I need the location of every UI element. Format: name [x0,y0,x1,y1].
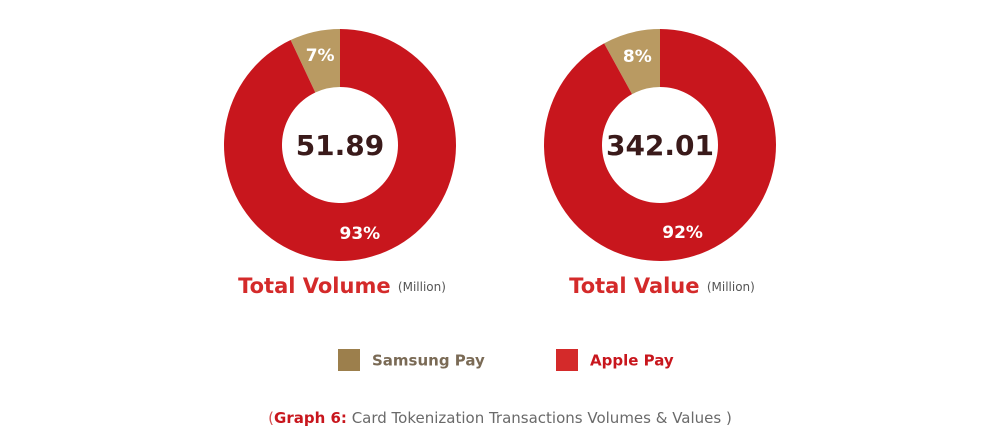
legend: Samsung Pay Apple Pay [338,349,674,371]
value-label: 7% [306,46,335,66]
chart-title: Total Volume (Million) [238,274,446,298]
donut-segment [604,29,660,95]
caption-label: Graph 6: [274,409,347,427]
center-value: 51.89 [296,129,385,162]
value-label: 92% [662,223,703,243]
legend-label: Apple Pay [590,352,674,370]
caption: (Graph 6: Card Tokenization Transactions… [268,409,732,427]
legend-swatch [338,349,360,371]
donut-segment [290,29,340,93]
chart-subtitle: (Million) [398,280,446,294]
donut-segment [223,29,456,262]
caption-text: Card Tokenization Transactions Volumes &… [352,409,732,427]
chart-title: Total Value (Million) [569,274,755,298]
center-value: 342.01 [606,129,714,162]
value-label: 93% [339,224,380,244]
chart-title-text: Total Value [569,274,699,298]
legend-swatch [556,349,578,371]
value-label: 8% [623,47,652,67]
donut-segment [543,29,776,261]
chart-title-text: Total Volume [238,274,391,298]
chart-subtitle: (Million) [707,280,755,294]
legend-label: Samsung Pay [372,352,485,370]
caption-open: ( [268,409,274,427]
